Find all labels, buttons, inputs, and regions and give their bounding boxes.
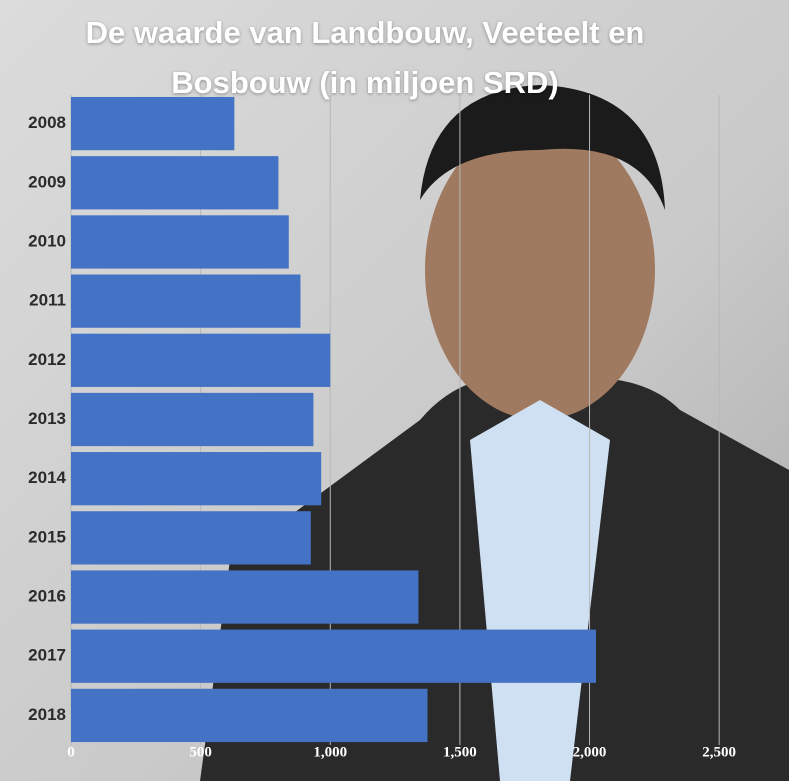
bar bbox=[71, 511, 311, 565]
x-tick-label: 1,000 bbox=[313, 744, 347, 760]
x-tick-label: 0 bbox=[67, 744, 75, 760]
bar bbox=[71, 215, 289, 269]
background-figure bbox=[425, 120, 655, 420]
x-tick-label: 500 bbox=[189, 744, 212, 760]
x-tick-label: 2,000 bbox=[573, 744, 607, 760]
y-tick-label: 2012 bbox=[28, 350, 66, 369]
y-tick-label: 2008 bbox=[28, 113, 66, 132]
bar bbox=[71, 452, 322, 506]
x-tick-label: 1,500 bbox=[443, 744, 477, 760]
bar bbox=[71, 156, 279, 210]
y-tick-label: 2010 bbox=[28, 231, 66, 250]
y-tick-label: 2016 bbox=[28, 587, 66, 606]
bar bbox=[71, 570, 419, 624]
x-tick-label: 2,500 bbox=[702, 744, 736, 760]
y-tick-label: 2018 bbox=[28, 705, 66, 724]
background-figure bbox=[470, 400, 610, 781]
chart-title: De waarde van Landbouw, Veeteelt en Bosb… bbox=[85, 15, 645, 100]
bar bbox=[71, 333, 331, 387]
y-tick-label: 2015 bbox=[28, 527, 66, 546]
bar bbox=[71, 688, 428, 743]
y-tick-label: 2014 bbox=[28, 468, 66, 487]
background-figure bbox=[420, 85, 665, 210]
bar bbox=[71, 96, 235, 151]
y-tick-label: 2011 bbox=[29, 291, 66, 310]
bar bbox=[71, 392, 314, 447]
y-tick-label: 2013 bbox=[28, 409, 66, 428]
y-tick-label: 2017 bbox=[28, 646, 66, 665]
y-tick-label: 2009 bbox=[28, 172, 66, 191]
bar bbox=[71, 629, 597, 683]
bar bbox=[71, 274, 301, 328]
